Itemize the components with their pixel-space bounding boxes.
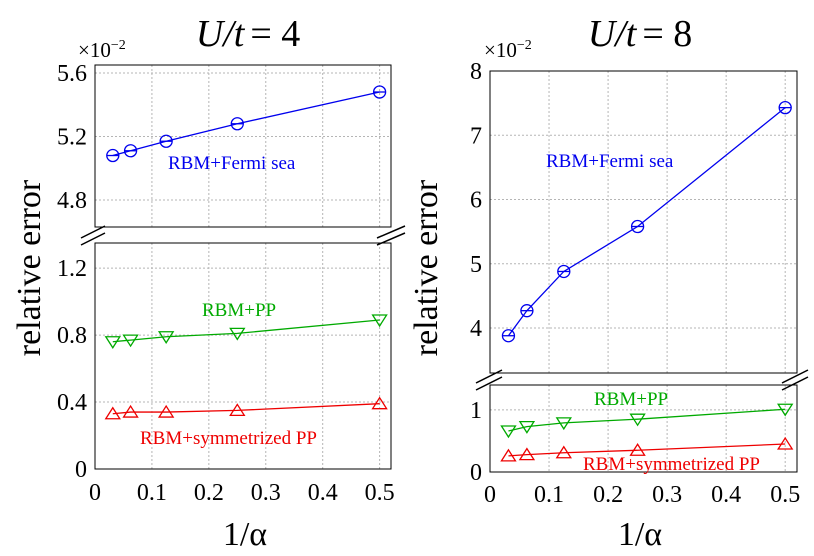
y-tick-label: 8: [470, 59, 482, 85]
series-group: [104, 314, 388, 420]
data-point: [229, 327, 246, 341]
series-line: [112, 319, 380, 343]
x-tick-label: 0.1: [137, 480, 167, 506]
series-group: [500, 403, 794, 462]
data-point: [371, 396, 388, 410]
x-tick-label: 0.2: [194, 480, 224, 506]
y-axis-label: relative error: [408, 179, 445, 356]
panel-left: U/t = 4 ×10−2 4.8 5.2 5.6 RBM+Fermi sea 0 0.…: [11, 13, 406, 553]
series-label-sympp: RBM+symmetrized PP: [583, 454, 760, 475]
y-multiplier: ×10−2: [78, 38, 126, 62]
series-label-fermi: RBM+Fermi sea: [546, 151, 674, 172]
panel-title: U/t = 8: [588, 13, 693, 55]
grid: [95, 65, 391, 227]
upper-axes-frame: [94, 64, 392, 228]
y-tick-label: 6: [470, 188, 482, 214]
data-point: [371, 314, 388, 328]
upper-axes-frame: [489, 70, 798, 374]
y-ticks: 01: [470, 398, 482, 486]
x-ticks: 0 0.1 0.2 0.3 0.4 0.5: [484, 482, 800, 508]
data-point: [518, 447, 536, 461]
series-line: [508, 408, 786, 432]
y-tick-label: 0.4: [57, 390, 87, 416]
x-ticks: 0 0.1 0.2 0.3 0.4 0.5: [89, 480, 395, 506]
y-tick-label: 0: [75, 457, 87, 483]
grid: [490, 385, 797, 472]
y-tick-label: 4: [470, 316, 482, 342]
data-point: [122, 334, 139, 348]
y-tick-label: 7: [470, 123, 482, 149]
x-tick-label: 0.4: [308, 480, 338, 506]
series-line: [112, 403, 380, 415]
panel-title: U/t = 4: [196, 13, 301, 55]
x-tick-label: 0: [484, 482, 496, 508]
data-point: [500, 448, 517, 462]
series-group: [106, 85, 387, 163]
break-mark: [376, 232, 406, 246]
data-point: [157, 331, 175, 344]
series-line: [507, 107, 786, 337]
data-point: [104, 336, 121, 349]
y-multiplier: ×10−2: [484, 38, 532, 62]
x-tick-label: 0.4: [711, 482, 741, 508]
series-line: [508, 443, 786, 457]
series-label-sympp: RBM+symmetrized PP: [140, 428, 317, 449]
x-tick-label: 0.3: [652, 482, 682, 508]
data-point: [629, 443, 646, 456]
break-mark: [80, 225, 106, 239]
series-label-fermi: RBM+Fermi sea: [168, 153, 296, 174]
x-tick-label: 0.5: [770, 482, 800, 508]
break-mark: [781, 376, 809, 391]
grid: [95, 243, 391, 469]
x-tick-label: 0.5: [365, 480, 395, 506]
y-tick-label: 5.2: [57, 124, 87, 150]
x-tick-label: 0: [89, 480, 101, 506]
break-mark: [80, 232, 106, 246]
y-tick-label: 5.6: [57, 61, 87, 87]
y-tick-label: 4.8: [57, 188, 87, 214]
data-point: [157, 404, 175, 418]
y-tick-label: 0.8: [57, 323, 87, 349]
data-point: [500, 425, 517, 439]
data-point: [229, 403, 246, 417]
x-axis-label: 1/α: [223, 516, 267, 553]
series-line: [112, 91, 380, 157]
x-tick-label: 0.3: [251, 480, 281, 506]
grid: [490, 71, 797, 373]
series-label-pp: RBM+PP: [202, 300, 276, 321]
y-ticks: 4 5 6 7 8: [470, 59, 482, 342]
x-tick-label: 0.1: [534, 482, 564, 508]
data-point: [777, 436, 794, 450]
y-ticks: 4.8 5.2 5.6: [57, 61, 87, 214]
lower-axes-frame: [94, 242, 392, 470]
break-mark: [781, 369, 809, 384]
break-mark: [475, 376, 503, 391]
axis-break-marks: [475, 369, 809, 391]
y-tick-label: 5: [470, 252, 482, 278]
data-point: [555, 417, 572, 431]
y-tick-label: 1: [470, 398, 482, 424]
x-axis-label: 1/α: [618, 516, 662, 553]
break-mark: [475, 369, 503, 384]
data-point: [629, 413, 646, 427]
axis-break-marks: [80, 225, 406, 246]
y-ticks: 0 0.4 0.8 1.2: [57, 256, 87, 483]
data-point: [777, 403, 794, 417]
data-point: [555, 445, 572, 459]
data-point: [518, 420, 536, 434]
break-mark: [376, 225, 406, 239]
y-axis-label: relative error: [11, 179, 48, 356]
y-tick-label: 1.2: [57, 256, 87, 282]
series-group: [501, 100, 792, 343]
series-label-pp: RBM+PP: [594, 389, 668, 410]
y-tick-label: 0: [470, 460, 482, 486]
data-point: [122, 404, 139, 418]
x-tick-label: 0.2: [593, 482, 623, 508]
lower-axes-frame: [489, 384, 798, 473]
data-point: [104, 406, 121, 420]
